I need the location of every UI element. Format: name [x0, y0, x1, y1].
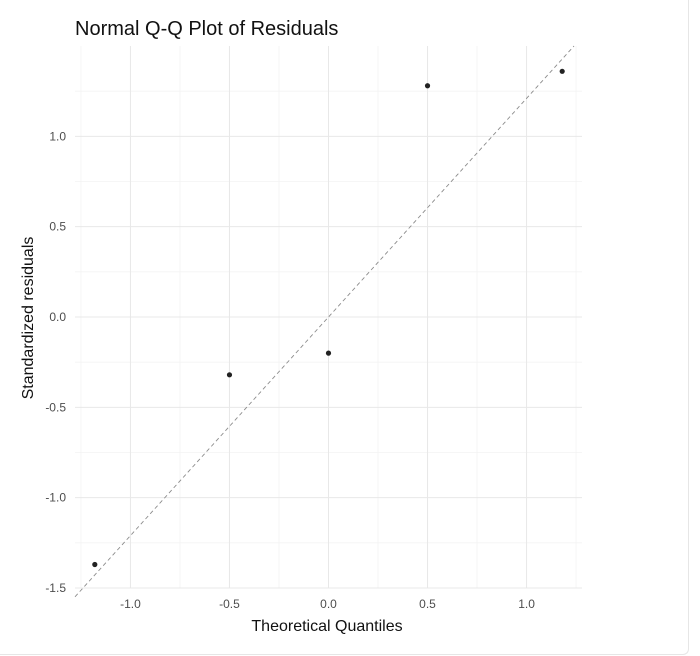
x-tick-labels: -1.0 -0.5 0.0 0.5 1.0	[120, 597, 535, 611]
x-tick-label: -0.5	[219, 597, 240, 611]
chart-title: Normal Q-Q Plot of Residuals	[75, 18, 338, 40]
y-tick-labels: -1.5 -1.0 -0.5 0.0 0.5 1.0	[45, 129, 66, 595]
data-point	[92, 561, 98, 568]
y-axis-title: Standardized residuals	[20, 237, 37, 400]
data-point	[559, 68, 565, 74]
x-tick-label: 1.0	[518, 597, 535, 611]
y-tick-label: -1.0	[45, 491, 66, 505]
y-tick-label: -0.5	[45, 400, 66, 414]
y-tick-label: 0.5	[49, 220, 66, 234]
reference-line-group	[74, 45, 575, 598]
x-tick-label: -1.0	[120, 597, 141, 611]
data-point	[325, 350, 332, 356]
data-point	[226, 372, 233, 378]
y-tick-label: -1.5	[45, 581, 66, 595]
y-tick-label: 1.0	[49, 129, 66, 143]
x-tick-label: 0.0	[320, 597, 337, 611]
reference-line	[74, 45, 575, 598]
y-tick-label: 0.0	[49, 310, 66, 324]
data-points	[92, 68, 565, 568]
grid-lines	[75, 46, 582, 589]
data-point	[424, 83, 431, 89]
x-axis-title: Theoretical Quantiles	[251, 618, 402, 635]
x-tick-label: 0.5	[419, 597, 436, 611]
